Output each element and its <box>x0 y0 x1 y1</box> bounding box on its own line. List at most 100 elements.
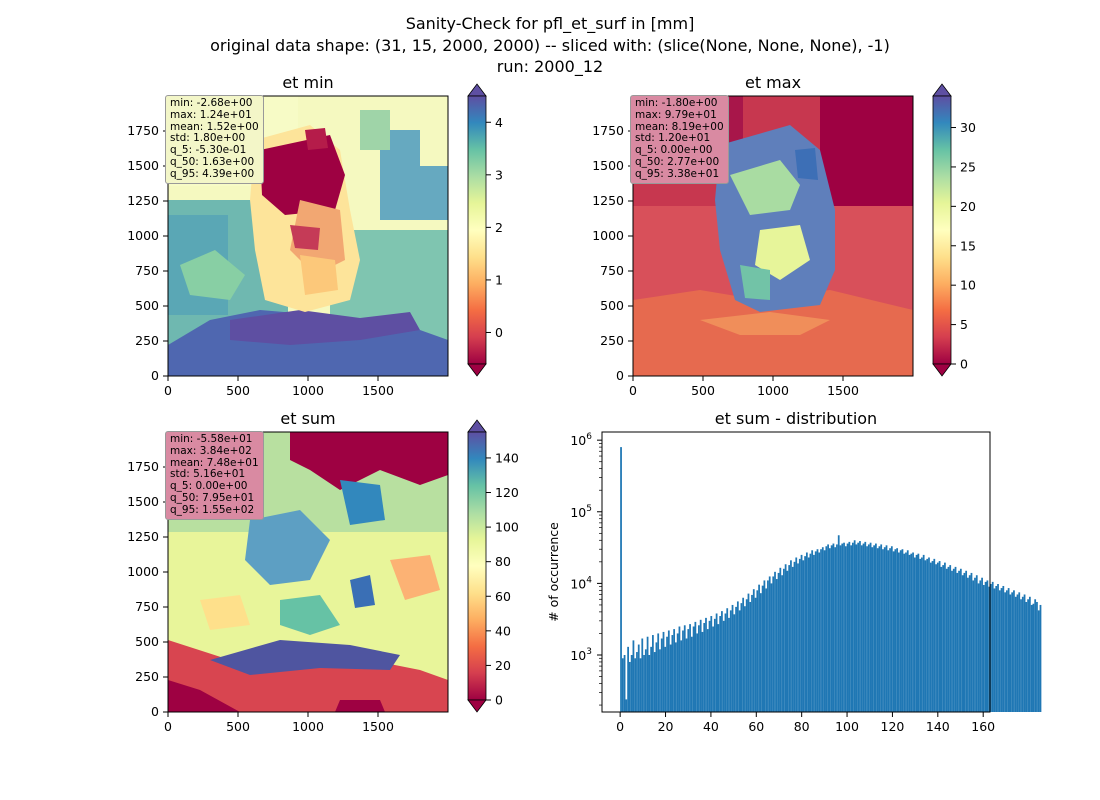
histogram-bar <box>956 572 959 712</box>
histogram-bar <box>683 625 686 712</box>
histogram-bar <box>890 546 893 712</box>
stats-line: max: 3.84e+02 <box>170 444 252 457</box>
stats-line: q_5: 0.00e+00 <box>635 144 713 157</box>
histogram-bar <box>652 635 654 712</box>
stats-line: std: 1.20e+01 <box>635 132 711 145</box>
histogram-bar <box>735 606 737 712</box>
y-tick-label: 1250 <box>127 193 159 208</box>
histogram-bar <box>749 601 752 712</box>
colorbar-et-sum: 0 20 40 60 80 100 120 140 <box>467 419 519 713</box>
histogram-bar <box>896 548 899 712</box>
colorbar-et-min: 0 1 2 3 4 <box>467 83 503 377</box>
histogram-bar <box>782 568 785 712</box>
histogram-bar <box>699 619 702 712</box>
histogram-bar <box>682 630 684 712</box>
stats-line: q_50: 7.95e+01 <box>170 491 255 504</box>
histogram-bar <box>910 553 913 712</box>
x-tick-label: 60 <box>748 719 764 734</box>
y-axis-label: # of occurrence <box>546 522 561 622</box>
y-tick-label: 105 <box>570 504 592 520</box>
histogram-bar <box>853 540 856 712</box>
histogram-bar <box>1039 604 1042 712</box>
stats-line: std: 1.80e+00 <box>170 132 246 145</box>
histogram-bar <box>1037 610 1040 712</box>
histogram-bar <box>993 588 996 712</box>
x-tick-labels: 0 500 1000 1500 <box>164 712 394 734</box>
histogram-bar <box>876 548 879 712</box>
histogram-bar <box>630 655 633 712</box>
y-tick-label: 500 <box>135 298 159 313</box>
stats-line: q_95: 1.55e+02 <box>170 503 255 516</box>
histogram-bar <box>1016 594 1019 712</box>
histogram-bar <box>938 561 941 712</box>
histogram-bar <box>906 550 909 712</box>
histogram-bar <box>667 630 670 712</box>
histogram-bar <box>961 575 964 712</box>
histogram-bar <box>712 626 714 712</box>
histogram-bar <box>843 542 845 712</box>
histogram-bar <box>1014 596 1017 712</box>
histogram-bar <box>687 629 690 712</box>
histogram-bar <box>634 658 637 712</box>
colorbar-tick-label: 120 <box>495 485 519 500</box>
colorbar-tick-label: 20 <box>960 199 976 214</box>
histogram-bar <box>777 572 780 712</box>
histogram-bar <box>664 646 667 712</box>
histogram-bar <box>690 636 693 712</box>
y-tick-label: 106 <box>570 432 592 448</box>
histogram-bar <box>905 552 907 712</box>
x-tick-labels: 0 20 40 60 80 100 120 140 160 <box>616 712 995 734</box>
histogram-bar <box>931 561 934 712</box>
histogram-bar <box>974 577 976 712</box>
histogram-bar <box>708 620 711 712</box>
histogram-bar <box>848 541 851 712</box>
histogram-bar <box>825 546 828 712</box>
y-tick-label: 1500 <box>127 158 159 173</box>
colorbar-tick-label: 20 <box>495 658 511 673</box>
histogram-bar <box>761 585 764 712</box>
histogram-bar <box>744 606 746 712</box>
heatmap-et-min <box>168 96 448 376</box>
histogram-bar <box>857 542 860 712</box>
histogram-bar <box>1009 594 1012 712</box>
x-tick-label: 20 <box>658 719 674 734</box>
histogram-bar <box>1002 585 1005 712</box>
histogram-bar <box>864 541 867 712</box>
y-tick-labels: 0 250 500 750 1000 1250 1500 1750 <box>592 123 633 383</box>
colorbar-tick-label: 25 <box>960 159 976 174</box>
histogram-bar <box>729 610 732 712</box>
histogram-bar <box>710 616 713 712</box>
histogram-bar <box>944 562 946 712</box>
y-tick-label: 104 <box>570 575 592 591</box>
histogram-bar <box>889 548 891 712</box>
histogram-bar <box>917 553 920 712</box>
y-tick-label: 0 <box>151 704 159 719</box>
histogram-bar <box>759 593 762 712</box>
histogram-bar <box>713 618 716 712</box>
y-tick-label: 1750 <box>127 123 159 138</box>
histogram-bar <box>880 544 883 712</box>
histogram-bar <box>945 568 948 712</box>
stats-line: min: -1.80e+00 <box>635 97 718 109</box>
histogram-bar <box>767 580 769 712</box>
histogram-bar <box>675 642 677 712</box>
colorbar-tick-label: 80 <box>495 554 511 569</box>
histogram-bar <box>701 631 704 712</box>
histogram-bar <box>793 561 796 712</box>
stats-line: max: 9.79e+01 <box>635 108 717 121</box>
histogram-bar <box>813 554 815 712</box>
histogram-bar <box>786 570 789 712</box>
panel-title-et-min: et min <box>282 73 333 92</box>
figure-title-line-2: original data shape: (31, 15, 2000, 2000… <box>210 36 890 55</box>
stats-line: q_5: 0.00e+00 <box>170 480 248 493</box>
histogram-bar <box>636 652 638 712</box>
histogram-bar <box>922 554 925 712</box>
histogram-bar <box>756 590 759 712</box>
histogram-bar <box>1034 599 1037 712</box>
histogram-bar <box>680 640 683 712</box>
histogram-bar <box>650 646 653 712</box>
histogram-bar <box>855 544 858 712</box>
colorbar-tick-label: 5 <box>960 317 968 332</box>
stats-line: min: -2.68e+00 <box>170 97 253 109</box>
y-tick-labels: 0 250 500 750 1000 1250 1500 1750 <box>127 459 168 719</box>
